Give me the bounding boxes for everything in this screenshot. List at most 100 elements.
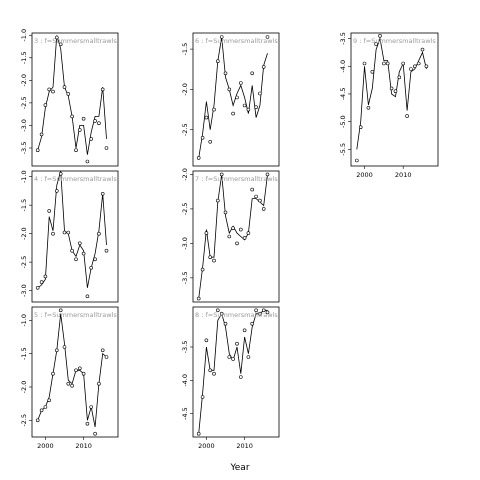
data-point bbox=[239, 375, 243, 379]
data-point bbox=[43, 405, 48, 409]
data-point bbox=[212, 371, 216, 376]
x-axis-title: Year bbox=[229, 463, 249, 473]
data-point bbox=[235, 241, 239, 246]
data-point bbox=[358, 125, 363, 129]
data-point bbox=[43, 274, 48, 279]
data-point bbox=[81, 116, 86, 121]
y-tick-label: -2.5 bbox=[20, 256, 28, 269]
data-point bbox=[208, 255, 212, 260]
data-point bbox=[366, 106, 371, 110]
data-point bbox=[424, 64, 429, 69]
data-point bbox=[246, 355, 251, 359]
data-point bbox=[58, 172, 63, 176]
data-point bbox=[39, 408, 44, 413]
panel-7: -3.5 -4.0 -4.5 -5.0 -5.5 2000 2010 9 : f=Summer… bbox=[339, 32, 439, 179]
data-point bbox=[58, 308, 63, 313]
y-tick-label: -2.0 bbox=[20, 381, 28, 394]
data-point bbox=[265, 310, 270, 315]
panel-grid: -1.0 -1.5 -2.0 -2.5 -3.0 -3.5 3 : f=Summersmal… bbox=[20, 29, 439, 450]
x-tick-label: 2010 bbox=[395, 171, 412, 179]
series-line bbox=[356, 36, 427, 150]
data-point bbox=[212, 107, 216, 112]
data-point bbox=[242, 236, 247, 240]
data-point bbox=[51, 231, 55, 236]
data-point bbox=[70, 248, 74, 253]
data-point bbox=[100, 87, 105, 92]
data-point bbox=[261, 207, 266, 211]
series-line bbox=[37, 170, 107, 289]
panel-title: 5 : f=Summersmalltrawls bbox=[34, 311, 117, 319]
y-tick-label: -2.0 bbox=[20, 227, 28, 240]
data-point bbox=[239, 227, 243, 232]
y-tick-label: -2.0 bbox=[181, 83, 189, 96]
data-point bbox=[62, 345, 67, 349]
data-point bbox=[258, 311, 262, 316]
panel-2: -1.0 -1.5 -2.0 -2.5 -3.0 4 : f=Summersmalltra… bbox=[20, 170, 119, 303]
data-point bbox=[204, 338, 209, 343]
data-point bbox=[382, 61, 386, 66]
data-point bbox=[250, 187, 254, 192]
data-point bbox=[62, 230, 67, 235]
y-tick-label: -2.5 bbox=[181, 203, 189, 216]
data-point bbox=[66, 230, 71, 235]
panel-title: 6 : f=Summersmalltrawls bbox=[195, 37, 278, 45]
data-point bbox=[54, 35, 59, 40]
series-line bbox=[37, 313, 107, 428]
data-point bbox=[223, 71, 228, 76]
data-point bbox=[39, 132, 44, 137]
data-point bbox=[93, 431, 97, 436]
data-point bbox=[78, 366, 82, 371]
data-point bbox=[242, 328, 247, 333]
panel-4: -1.5 -2.0 -2.5 6 : f=Summersmalltrawls bbox=[181, 32, 280, 167]
data-point bbox=[409, 67, 413, 71]
data-point bbox=[47, 209, 52, 213]
y-tick-label: -2.5 bbox=[20, 414, 28, 427]
y-tick-label: -3.5 bbox=[20, 142, 28, 155]
y-tick-label: -1.0 bbox=[20, 170, 28, 183]
data-point bbox=[35, 148, 40, 152]
x-tick-label: 2000 bbox=[37, 442, 54, 450]
y-tick-label: -4.0 bbox=[181, 374, 189, 387]
data-point bbox=[265, 172, 270, 177]
series-line bbox=[37, 35, 107, 155]
y-tick-label: -3.0 bbox=[181, 237, 189, 250]
data-point bbox=[85, 421, 90, 426]
data-point bbox=[51, 89, 55, 94]
data-point bbox=[200, 395, 205, 399]
data-point bbox=[74, 257, 78, 262]
data-point bbox=[100, 192, 105, 196]
y-tick-label: -2.5 bbox=[181, 123, 189, 136]
data-point bbox=[254, 308, 258, 313]
data-point bbox=[219, 35, 224, 39]
data-point bbox=[261, 308, 266, 313]
data-point bbox=[204, 231, 209, 235]
data-point bbox=[104, 146, 109, 150]
data-point bbox=[420, 47, 425, 52]
data-point bbox=[196, 431, 201, 436]
series-line bbox=[198, 36, 268, 158]
panel-6: -3.5 -4.0 -4.5 2000 2010 8 : f=Summersmalltra… bbox=[181, 306, 280, 450]
data-point bbox=[250, 71, 254, 76]
panel-frame bbox=[192, 306, 280, 438]
data-point bbox=[97, 231, 101, 236]
data-point bbox=[70, 114, 74, 119]
y-tick-label: -1.5 bbox=[20, 199, 28, 212]
data-point bbox=[374, 42, 378, 46]
data-point bbox=[231, 226, 235, 230]
y-tick-label: -1.5 bbox=[181, 43, 189, 56]
data-point bbox=[74, 368, 78, 373]
data-point bbox=[242, 103, 247, 108]
y-tick-label: -4.5 bbox=[339, 88, 347, 101]
data-point bbox=[254, 194, 258, 199]
data-point bbox=[246, 231, 251, 235]
data-point bbox=[405, 114, 409, 118]
data-point bbox=[104, 355, 109, 359]
data-point bbox=[246, 107, 251, 112]
panel-title: 9 : f=Summersmalltrawls bbox=[353, 37, 436, 45]
data-point bbox=[412, 64, 417, 69]
y-tick-label: -2.0 bbox=[181, 168, 189, 181]
data-point bbox=[54, 189, 59, 193]
y-tick-label: -4.5 bbox=[181, 407, 189, 420]
y-tick-label: -3.0 bbox=[20, 284, 28, 297]
data-point bbox=[378, 33, 382, 38]
